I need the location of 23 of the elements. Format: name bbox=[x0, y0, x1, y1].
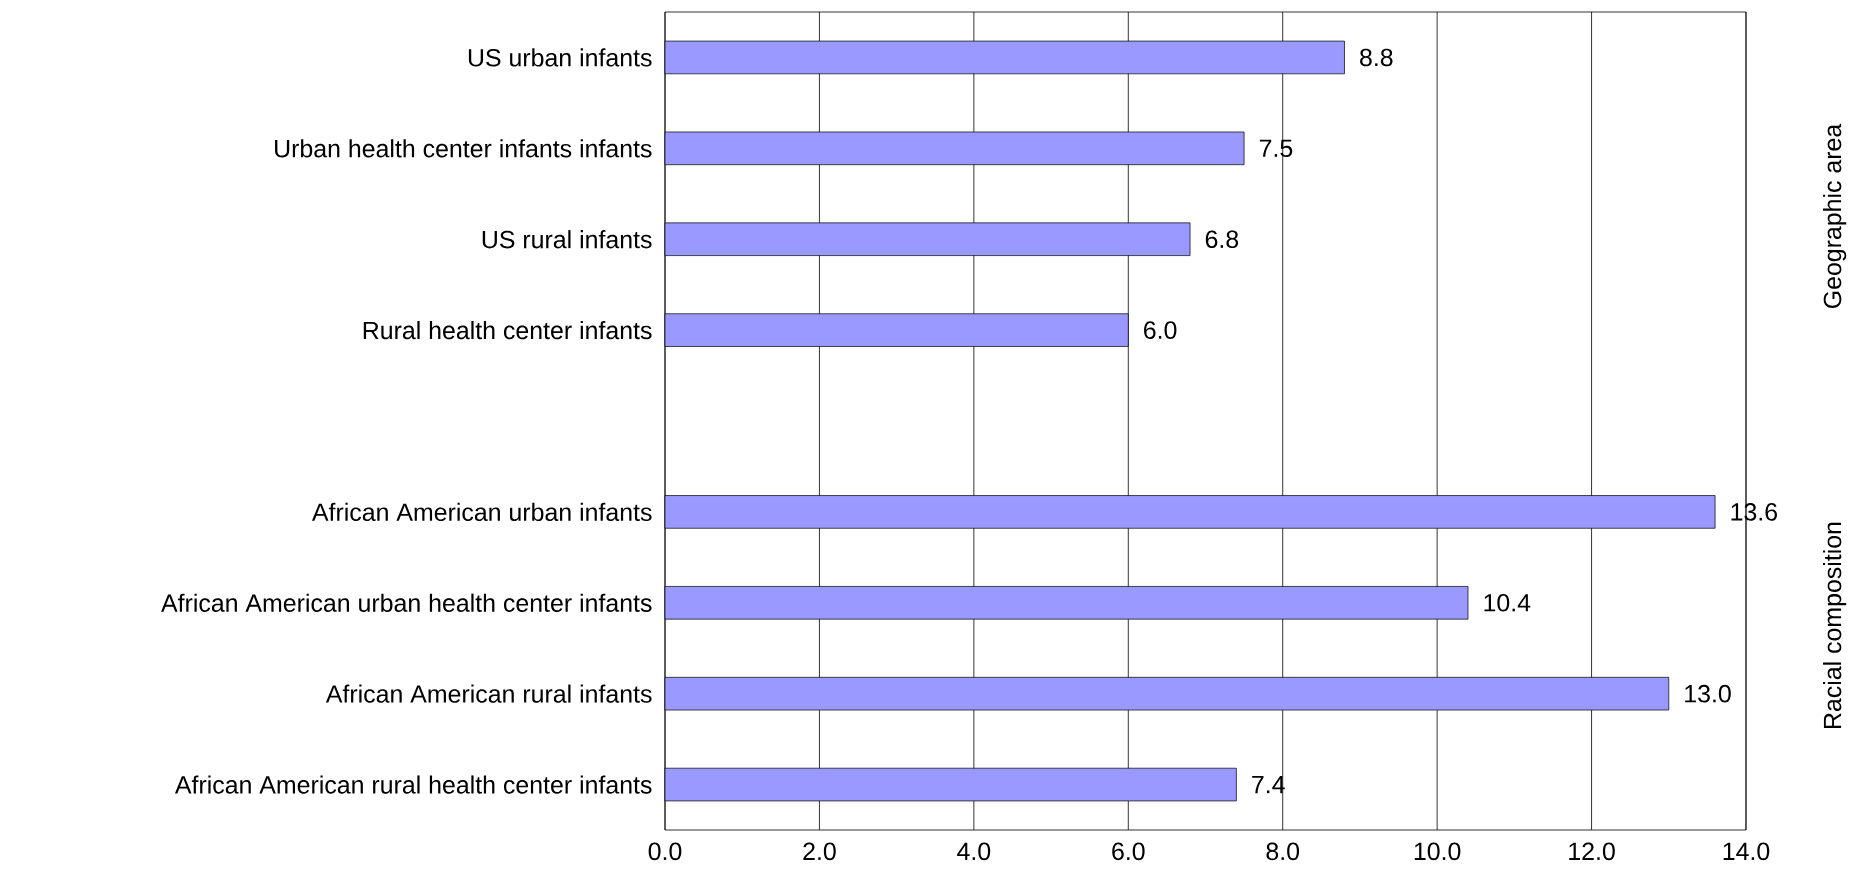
x-tick-label: 10.0 bbox=[1414, 842, 1461, 861]
y-tick-label: African American rural health center infants bbox=[174, 775, 652, 794]
x-tick-label: 8.0 bbox=[1266, 842, 1300, 861]
data-label: 6.0 bbox=[1144, 321, 1177, 339]
data-label: 8.8 bbox=[1360, 48, 1393, 67]
x-tick-label: 0.0 bbox=[648, 842, 682, 861]
x-tick-label: 14.0 bbox=[1723, 842, 1770, 861]
y-tick-label: African American urban infants bbox=[311, 502, 652, 522]
y-tick-label: Rural health center infants bbox=[363, 320, 652, 340]
x-tick-label: 4.0 bbox=[957, 842, 991, 861]
data-label: 6.8 bbox=[1205, 230, 1239, 249]
y-tick-label: US rural infants bbox=[482, 230, 652, 249]
x-tick-label: 12.0 bbox=[1569, 842, 1615, 861]
text: Geographic area bbox=[1823, 123, 1847, 309]
y-tick-label: African American rural infants bbox=[325, 684, 652, 703]
x-tick-label: 2.0 bbox=[803, 842, 836, 861]
text: Racial composition bbox=[1823, 522, 1847, 728]
y-tick-label: Urban health center infants infants bbox=[275, 139, 652, 158]
data-label: 13.0 bbox=[1685, 684, 1731, 703]
data-label: 10.4 bbox=[1484, 593, 1531, 612]
x-tick-label: 6.0 bbox=[1112, 842, 1145, 861]
y-tick-label: US urban infants bbox=[468, 48, 652, 67]
y-tick-label: African American urban health center infants bbox=[161, 593, 652, 612]
